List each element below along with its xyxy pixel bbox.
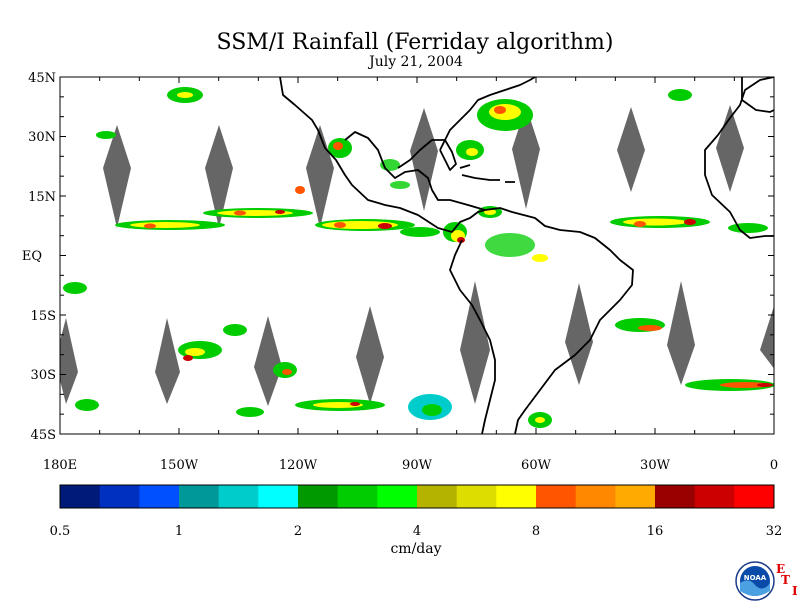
colorbar-cell [575, 485, 616, 508]
colorbar-cell [655, 485, 696, 508]
florida-coast [397, 139, 457, 171]
colorbar-tick-label: 1 [175, 524, 183, 539]
ets-letter: I [792, 584, 798, 598]
lat-label: 30N [28, 130, 56, 145]
colorbar-cell [456, 485, 497, 508]
lat-label: 15S [31, 309, 56, 324]
lat-label: EQ [22, 249, 42, 264]
east-us-coast [439, 77, 536, 151]
lon-label: 120W [279, 458, 318, 473]
colorbar-cell [615, 485, 656, 508]
colorbar-cell [496, 485, 537, 508]
colorbar-cells [60, 485, 775, 508]
lon-ticks [59, 77, 775, 434]
rain-band-itcz-pacific [115, 208, 440, 237]
rain-south-hemisphere [63, 282, 774, 428]
colorbar-cell [536, 485, 577, 508]
lon-label: 60W [521, 458, 552, 473]
lon-label: 150W [160, 458, 199, 473]
colorbar-cell [694, 485, 735, 508]
lon-label: 0 [770, 458, 778, 473]
lat-label: 45S [31, 428, 56, 443]
caribbean-islands [459, 164, 515, 183]
colorbar-cell [60, 485, 101, 508]
south-america-west-coast [449, 239, 496, 434]
colorbar-cell [218, 485, 259, 508]
colorbar-cell [734, 485, 775, 508]
colorbar-cell [417, 485, 458, 508]
colorbar-cell [258, 485, 299, 508]
colorbar-ticks: 0.5 1 2 4 8 16 32 [50, 524, 783, 539]
colorbar-frame [59, 484, 775, 509]
colorbar-cell [298, 485, 339, 508]
ets-letter: E [776, 562, 786, 576]
gulf-coast [344, 131, 486, 211]
lat-label: 45N [28, 71, 56, 86]
colorbar-cell [377, 485, 418, 508]
colorbar-tick-label: 4 [413, 524, 421, 539]
noaa-logo[interactable]: NOAA [735, 561, 775, 601]
coastlines [279, 77, 774, 434]
rain-band-itcz-atlantic [610, 216, 768, 233]
colorbar-cell [99, 485, 140, 508]
lat-ticks [60, 76, 774, 435]
rain-north-atlantic [96, 87, 692, 160]
colorbar-units: cm/day [390, 541, 442, 557]
colorbar-cell [337, 485, 378, 508]
lon-axis: 180E 150W 120W 90W 60W 30W 0 [43, 458, 778, 473]
lat-axis: 45N 30N 15N EQ 15S 30S 45S [22, 71, 56, 443]
south-america-coast [484, 207, 634, 434]
lat-label: 30S [31, 368, 56, 383]
north-america-coast [279, 77, 486, 233]
colorbar-cell [139, 485, 180, 508]
africa-coast [704, 77, 774, 239]
colorbar-tick-label: 16 [647, 524, 664, 539]
europe-coast [741, 77, 774, 113]
noaa-logo-text: NOAA [744, 574, 767, 582]
colorbar-tick-label: 0.5 [50, 524, 71, 539]
colorbar-tick-label: 32 [766, 524, 783, 539]
map-date: July 21, 2004 [369, 54, 463, 70]
lon-label: 180E [43, 458, 77, 473]
ets-logo: E T I [776, 561, 800, 597]
colorbar-tick-label: 8 [532, 524, 540, 539]
map-title: SSM/I Rainfall (Ferriday algorithm) [216, 30, 614, 55]
lon-label: 90W [402, 458, 433, 473]
lon-label: 30W [640, 458, 671, 473]
colorbar-cell [179, 485, 220, 508]
ets-letter: T [781, 573, 790, 587]
colorbar-tick-label: 2 [294, 524, 302, 539]
lat-label: 15N [28, 190, 56, 205]
